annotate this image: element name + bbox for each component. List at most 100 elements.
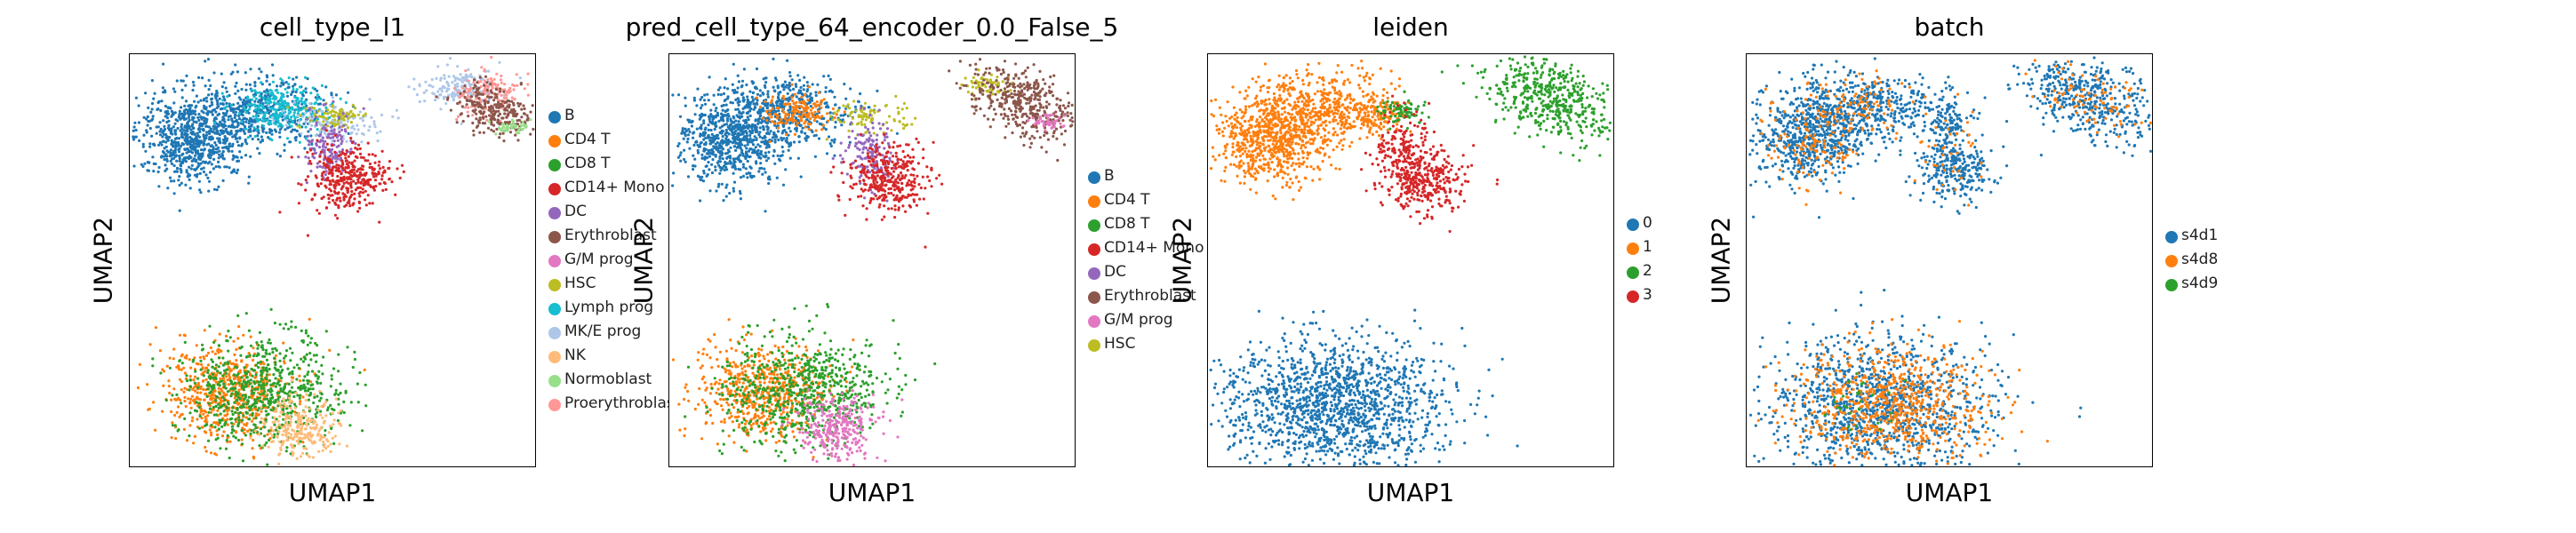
legend-label: Erythroblast <box>1104 287 1196 305</box>
point-cloud <box>780 387 904 467</box>
y-axis-label: UMAP2 <box>1167 216 1197 305</box>
point-cloud <box>487 118 532 136</box>
y-axis-label: UMAP2 <box>1706 216 1736 305</box>
legend-label: Erythroblast <box>564 227 657 244</box>
legend-label: B <box>564 107 575 124</box>
point-cloud <box>829 132 944 249</box>
y-axis-label: UMAP2 <box>88 216 118 305</box>
point-cloud <box>1823 372 1908 432</box>
legend-marker <box>548 207 561 219</box>
legend-marker <box>548 351 561 363</box>
point-cloud <box>948 58 1075 163</box>
point-cloud <box>1899 120 2043 215</box>
y-axis-label: UMAP2 <box>628 216 659 305</box>
point-cloud <box>1360 94 1444 206</box>
legend-marker <box>1088 291 1100 304</box>
legend-marker <box>1088 171 1100 184</box>
legend-marker <box>1627 290 1639 303</box>
umap-scatter <box>1209 55 1612 467</box>
legend-label: CD8 T <box>564 155 611 172</box>
point-cloud <box>825 94 917 141</box>
legend-marker <box>1088 243 1100 256</box>
x-axis-label: UMAP1 <box>1905 478 1994 507</box>
legend-label: 2 <box>1643 262 1652 280</box>
legend-marker <box>548 111 561 123</box>
scatter-plot-area <box>1746 53 2153 467</box>
legend-label: MK/E prog <box>564 322 642 340</box>
legend-label: G/M prog <box>564 251 634 268</box>
legend-label: CD14+ Mono <box>564 179 665 196</box>
scatter-plot-area <box>1207 53 1614 467</box>
legend-label: CD4 T <box>1104 191 1150 209</box>
legend-marker <box>548 255 561 267</box>
legend-label: G/M prog <box>1104 311 1173 329</box>
point-cloud <box>756 83 846 144</box>
legend-marker <box>548 327 561 339</box>
legend-label: CD4 T <box>564 131 611 148</box>
legend-label: B <box>1104 167 1115 185</box>
scatter-plot-area <box>668 53 1076 467</box>
legend-marker <box>1627 243 1639 255</box>
legend-label: Proerythroblast <box>564 394 681 412</box>
legend-label: s4d1 <box>2181 227 2219 244</box>
legend-marker <box>1088 219 1100 232</box>
legend-marker <box>1088 315 1100 328</box>
umap-scatter <box>671 57 1075 467</box>
legend-marker <box>548 231 561 243</box>
point-cloud <box>249 379 348 465</box>
point-cloud <box>1364 140 1500 234</box>
x-axis-label: UMAP1 <box>288 478 377 507</box>
legend-marker <box>548 375 561 387</box>
legend-label: HSC <box>1104 335 1136 353</box>
point-cloud <box>2024 59 2152 139</box>
x-axis-label: UMAP1 <box>1366 478 1455 507</box>
point-cloud <box>1209 308 1519 467</box>
point-cloud <box>151 307 368 466</box>
legend-marker <box>548 279 561 291</box>
legend-label: Lymph prog <box>564 298 654 316</box>
legend-marker <box>1088 339 1100 352</box>
legend-marker <box>548 399 561 411</box>
legend-label: 3 <box>1643 286 1652 304</box>
point-cloud <box>1027 113 1066 132</box>
subplot-title: batch <box>1914 12 1985 42</box>
legend-label: 1 <box>1643 238 1652 256</box>
legend-label: NK <box>564 346 586 364</box>
point-cloud <box>1756 318 2049 467</box>
legend-marker <box>2165 231 2178 243</box>
scatter-plot-area <box>129 53 536 467</box>
legend-marker <box>2165 255 2178 267</box>
umap-scatter <box>132 55 535 466</box>
point-cloud <box>1376 90 1430 131</box>
point-cloud <box>1759 98 1865 206</box>
legend-marker <box>2165 279 2178 291</box>
point-cloud <box>278 129 405 237</box>
point-cloud <box>1764 69 1928 144</box>
legend-marker <box>548 135 561 147</box>
subplot-title: pred_cell_type_64_encoder_0.0_False_5 <box>625 12 1119 42</box>
legend-label: DC <box>1104 263 1126 281</box>
point-cloud <box>1334 93 1410 135</box>
umap-scatter <box>1748 56 2153 467</box>
legend-label: CD8 T <box>1104 215 1150 233</box>
legend-marker <box>1627 266 1639 279</box>
legend-marker <box>548 183 561 195</box>
legend-label: Normoblast <box>564 370 652 388</box>
subplot-title: cell_type_l1 <box>259 12 406 42</box>
legend-marker <box>548 303 561 315</box>
subplot-title: leiden <box>1372 12 1449 42</box>
point-cloud <box>1440 55 1612 163</box>
legend-label: DC <box>564 203 587 220</box>
point-cloud <box>1913 92 1983 207</box>
legend-label: HSC <box>564 274 596 292</box>
legend-label: 0 <box>1643 214 1652 232</box>
legend-marker <box>1088 195 1100 208</box>
legend-label: s4d9 <box>2181 274 2219 292</box>
legend-marker <box>1088 267 1100 280</box>
point-cloud <box>2006 56 2153 157</box>
legend-label: CD14+ Mono <box>1104 239 1204 257</box>
x-axis-label: UMAP1 <box>828 478 916 507</box>
legend-marker <box>1627 219 1639 231</box>
legend-marker <box>548 159 561 171</box>
point-cloud <box>212 76 348 144</box>
